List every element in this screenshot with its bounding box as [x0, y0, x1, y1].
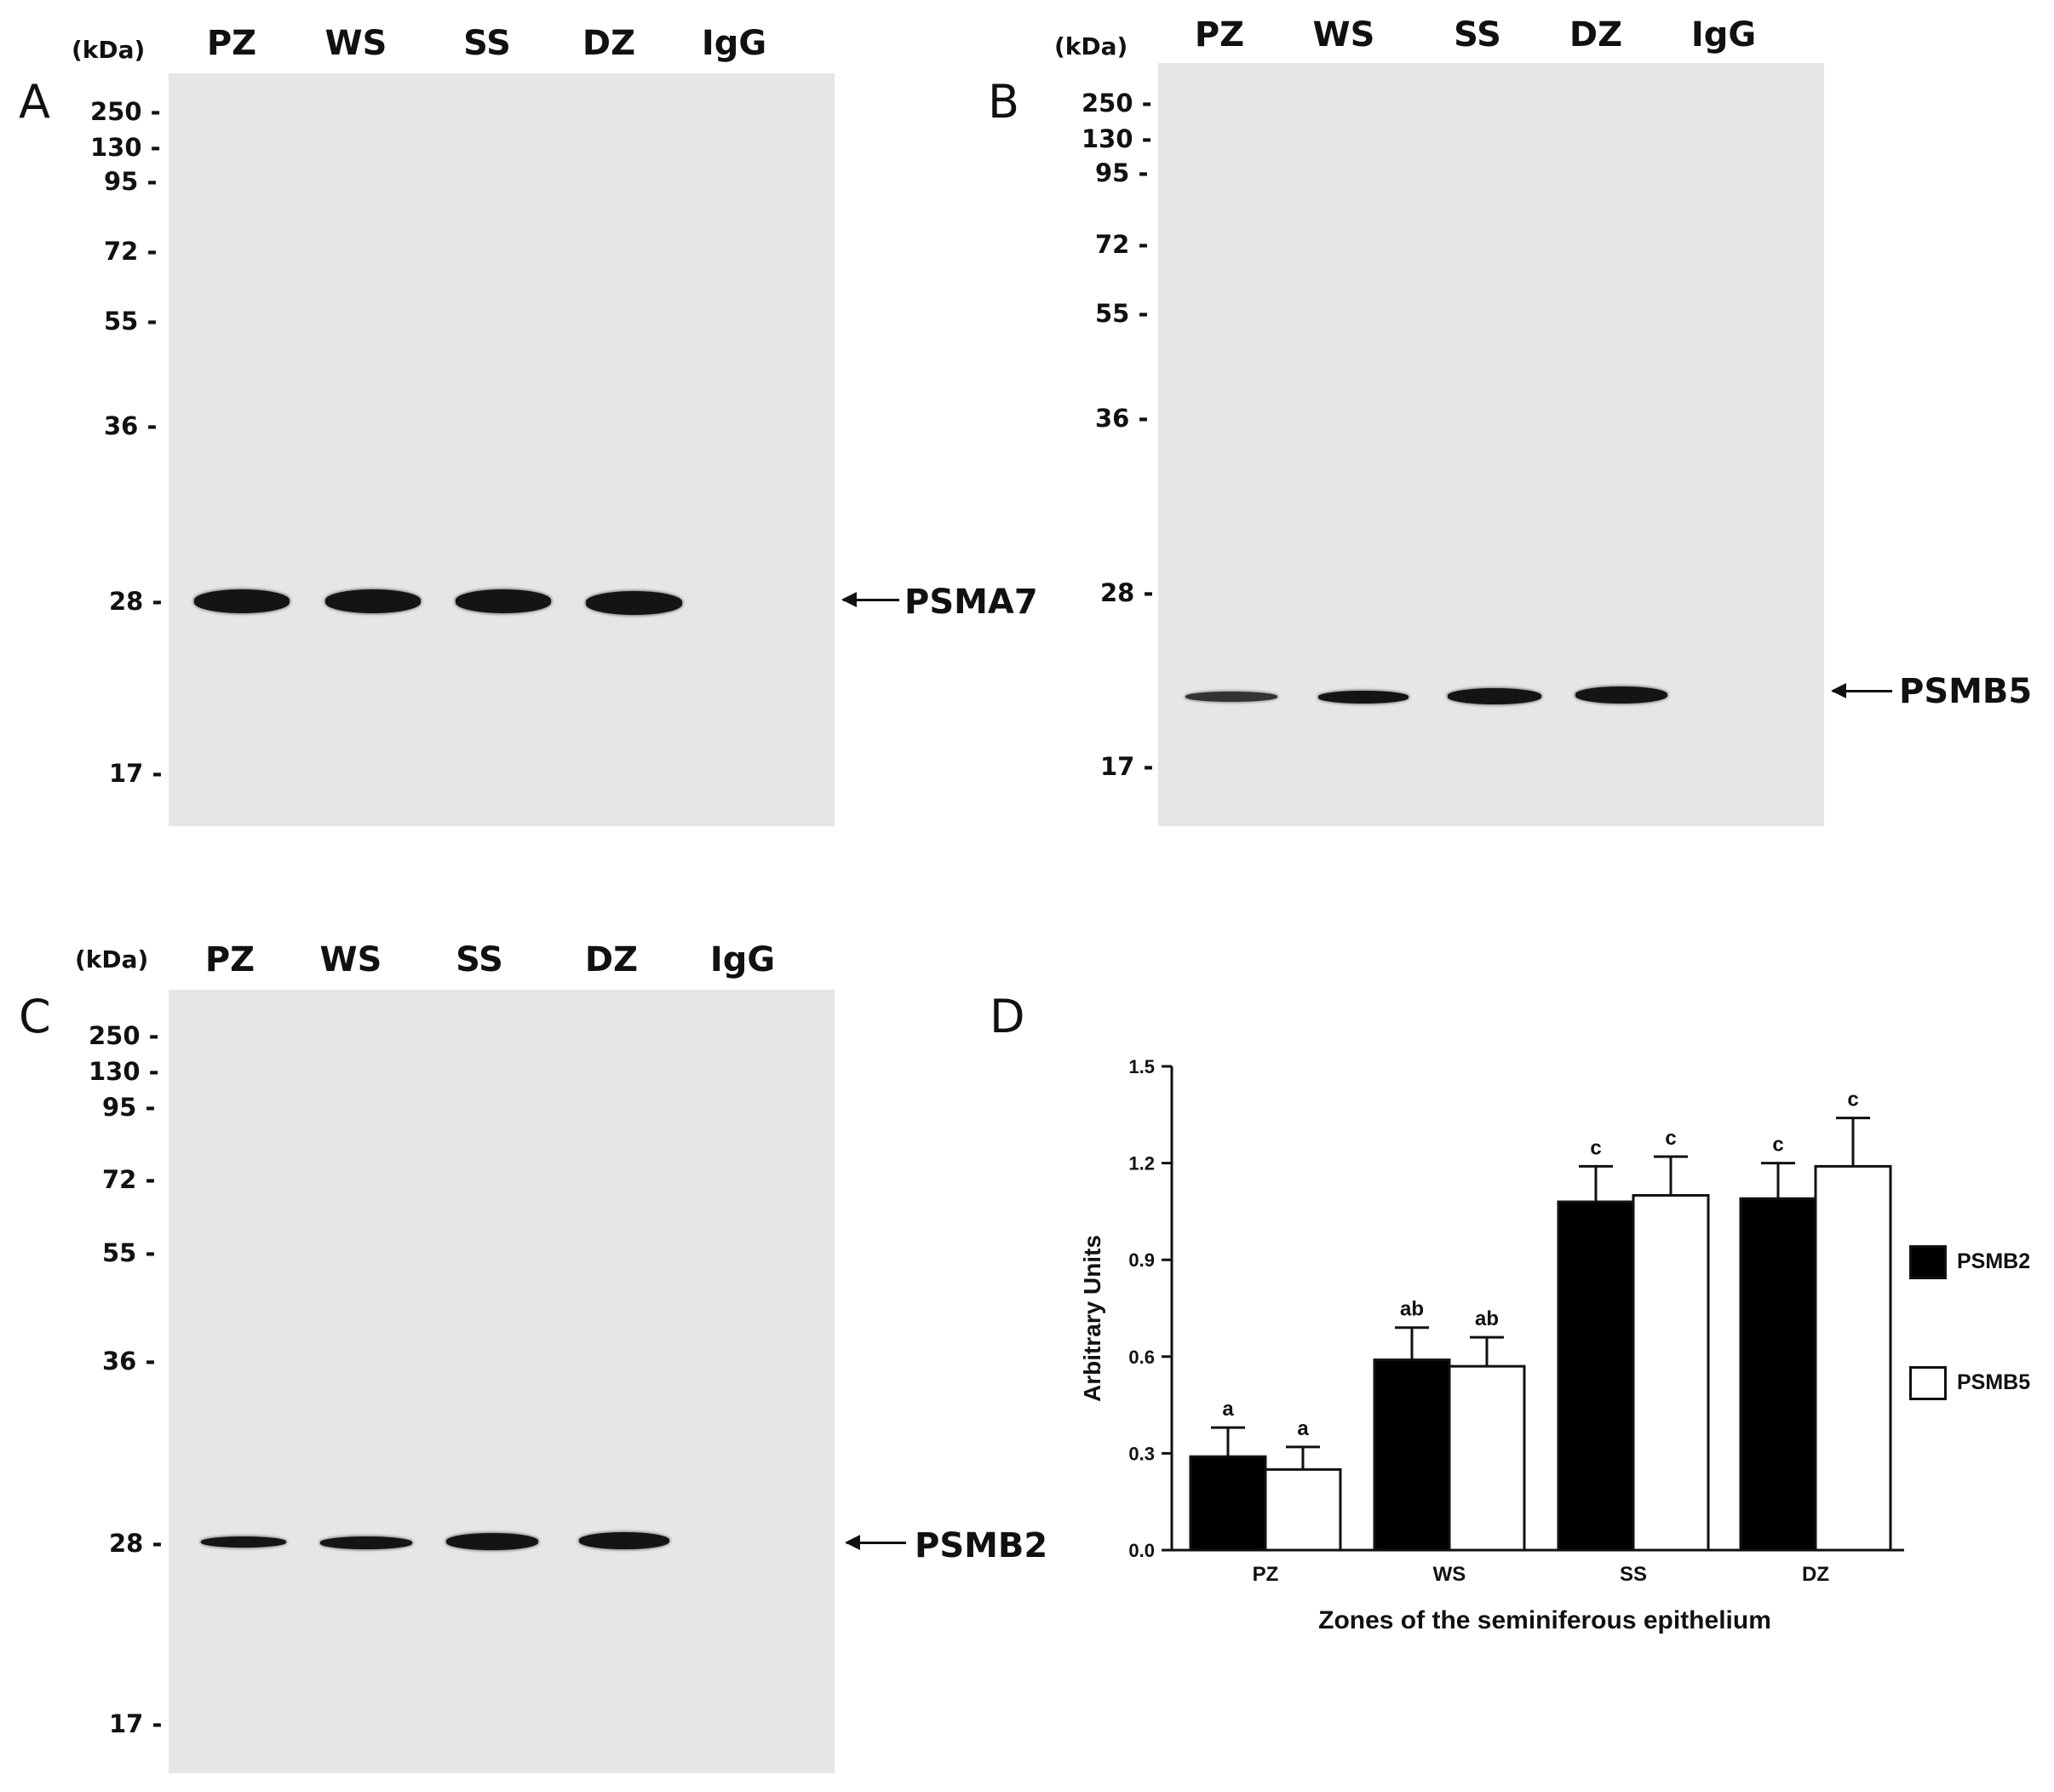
marker-b-95: 95 - — [1095, 158, 1149, 187]
marker-b-130: 130 - — [1082, 124, 1152, 153]
band-c-ws — [320, 1536, 412, 1549]
bar-psmb2-ss — [1557, 1200, 1635, 1552]
lane-label-c-5: IgG — [709, 940, 776, 979]
y-tick-label: 0.3 — [1128, 1443, 1155, 1464]
significance-letter: c — [1665, 1127, 1676, 1150]
significance-letter: c — [1772, 1134, 1783, 1157]
panel-letter-a: A — [19, 75, 50, 129]
band-c-dz — [579, 1532, 669, 1549]
arrow-a — [841, 592, 899, 607]
lane-label-a-2: WS — [324, 24, 387, 63]
marker-b-55: 55 - — [1095, 299, 1149, 328]
band-a-pz — [194, 589, 290, 613]
legend-swatch-psmb2 — [1909, 1245, 1947, 1279]
band-c-ss — [446, 1533, 538, 1550]
band-b-ws — [1318, 691, 1409, 704]
protein-label-c: PSMB2 — [915, 1526, 1048, 1565]
lane-label-b-5: IgG — [1690, 15, 1757, 55]
marker-a-17: 17 - — [109, 759, 163, 788]
blot-membrane-c — [169, 990, 835, 1773]
marker-b-36: 36 - — [1095, 404, 1149, 433]
bar-psmb5-dz — [1814, 1164, 1892, 1552]
marker-c-17: 17 - — [109, 1709, 163, 1738]
marker-c-28: 28 - — [109, 1529, 163, 1558]
kda-label-c: (kDa) — [75, 945, 149, 974]
legend-label-psmb2: PSMB2 — [1957, 1249, 2031, 1273]
lane-label-a-1: PZ — [206, 24, 257, 63]
band-b-ss — [1448, 688, 1541, 704]
y-tick-label: 0.9 — [1128, 1249, 1155, 1271]
y-tick-label: 1.5 — [1128, 1056, 1155, 1077]
lane-label-b-1: PZ — [1194, 15, 1245, 55]
y-tick-label: 0.0 — [1128, 1540, 1155, 1561]
arrow-c — [845, 1535, 906, 1550]
bar-psmb5-ws — [1448, 1364, 1526, 1552]
significance-letter: a — [1222, 1398, 1234, 1421]
marker-a-250: 250 - — [90, 97, 161, 126]
lane-label-a-5: IgG — [701, 24, 767, 63]
lane-label-b-4: DZ — [1569, 15, 1623, 55]
x-tick-label: WS — [1433, 1563, 1466, 1586]
significance-letter: a — [1297, 1417, 1309, 1440]
y-axis-title: Arbitrary Units — [1079, 1235, 1105, 1402]
kda-label-a: (kDa) — [72, 36, 146, 64]
lane-label-c-3: SS — [456, 940, 503, 979]
marker-a-55: 55 - — [104, 307, 158, 336]
lane-label-b-3: SS — [1454, 15, 1501, 55]
significance-letter: ab — [1400, 1298, 1424, 1321]
marker-a-72: 72 - — [104, 237, 158, 266]
blot-membrane-b — [1158, 63, 1824, 826]
y-tick-label: 1.2 — [1128, 1153, 1155, 1175]
lane-label-a-4: DZ — [582, 24, 636, 63]
x-tick-label: PZ — [1253, 1563, 1279, 1586]
marker-c-36: 36 - — [102, 1347, 156, 1376]
marker-c-130: 130 - — [89, 1057, 159, 1086]
bar-psmb2-pz — [1189, 1455, 1267, 1552]
lane-label-c-2: WS — [319, 940, 382, 979]
band-b-dz — [1575, 686, 1667, 704]
legend-label-psmb5: PSMB5 — [1957, 1370, 2031, 1394]
bar-psmb5-pz — [1264, 1467, 1342, 1552]
marker-b-72: 72 - — [1095, 230, 1149, 259]
band-a-ws — [325, 589, 421, 613]
significance-letter: c — [1847, 1088, 1858, 1111]
band-c-pz — [201, 1536, 286, 1548]
marker-c-95: 95 - — [102, 1093, 156, 1122]
panel-letter-c: C — [19, 990, 51, 1043]
band-a-ss — [456, 589, 551, 613]
kda-label-b: (kDa) — [1054, 32, 1128, 60]
lane-label-c-1: PZ — [204, 940, 255, 979]
marker-a-130: 130 - — [90, 133, 161, 162]
marker-a-95: 95 - — [104, 167, 158, 196]
band-b-pz — [1185, 692, 1277, 702]
x-tick-label: DZ — [1802, 1563, 1829, 1586]
blot-membrane-a — [169, 73, 835, 826]
arrow-b — [1831, 683, 1892, 698]
marker-c-72: 72 - — [102, 1165, 156, 1194]
x-tick-label: SS — [1620, 1563, 1647, 1586]
marker-b-28: 28 - — [1100, 578, 1154, 607]
lane-label-c-4: DZ — [584, 940, 639, 979]
bar-psmb2-ws — [1373, 1358, 1451, 1552]
significance-letter: ab — [1475, 1307, 1499, 1330]
marker-b-250: 250 - — [1082, 89, 1152, 118]
legend-swatch-psmb5 — [1909, 1366, 1947, 1400]
panel-letter-b: B — [988, 75, 1020, 129]
marker-c-250: 250 - — [89, 1021, 159, 1050]
significance-letter: c — [1590, 1136, 1601, 1159]
marker-b-17: 17 - — [1100, 752, 1154, 781]
lane-label-b-2: WS — [1312, 15, 1375, 55]
x-axis-title: Zones of the seminiferous epithelium — [1318, 1606, 1771, 1634]
protein-label-a: PSMA7 — [904, 583, 1038, 622]
bar-psmb5-ss — [1632, 1193, 1710, 1552]
marker-a-36: 36 - — [104, 411, 158, 440]
lane-label-a-3: SS — [463, 24, 511, 63]
panel-letter-d: D — [990, 990, 1025, 1043]
marker-a-28: 28 - — [109, 587, 163, 616]
marker-c-55: 55 - — [102, 1238, 156, 1267]
bar-psmb2-dz — [1739, 1197, 1817, 1552]
protein-label-b: PSMB5 — [1899, 672, 2033, 711]
band-a-dz — [586, 591, 682, 615]
y-tick-label: 0.6 — [1128, 1347, 1155, 1368]
